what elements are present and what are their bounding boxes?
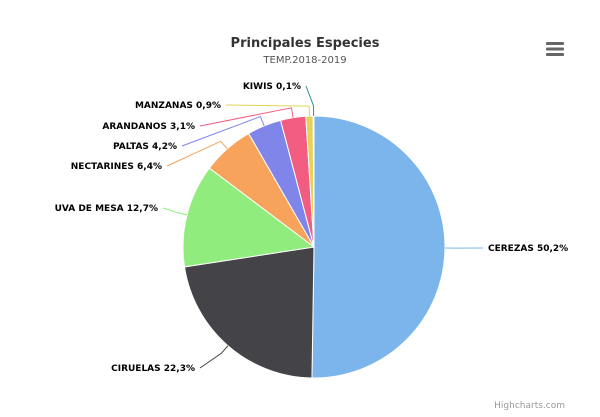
- chart-title: Principales Especies: [231, 36, 380, 51]
- data-label-cerezas: CEREZAS 50,2%: [488, 244, 568, 254]
- data-label-uva-de-mesa: UVA DE MESA 12,7%: [55, 204, 158, 214]
- connector-arandanos: [199, 107, 294, 127]
- chart-subtitle: TEMP.2018-2019: [262, 55, 346, 66]
- data-label-nectarines: NECTARINES 6,4%: [71, 162, 162, 172]
- pie-slice-uva-de-mesa[interactable]: [182, 167, 316, 268]
- pie-slice-kiwis[interactable]: [312, 115, 315, 248]
- data-label-kiwis: KIWIS 0,1%: [243, 82, 301, 92]
- data-label-ciruelas: CIRUELAS 22,3%: [111, 364, 195, 374]
- pie-slice-ciruelas[interactable]: [183, 246, 315, 379]
- connector-ciruelas: [199, 345, 229, 369]
- pie-slice-cerezas[interactable]: [311, 115, 446, 379]
- connector-uva-de-mesa: [162, 207, 188, 216]
- data-label-arandanos: ARANDANOS 3,1%: [102, 122, 195, 132]
- connector-manzanas: [225, 104, 310, 117]
- connector-nectarines: [166, 140, 228, 167]
- pie-labels: CEREZAS 50,2% CIRUELAS 22,3% UVA DE MESA 1…: [55, 82, 569, 374]
- data-label-manzanas: MANZANAS 0,9%: [135, 101, 221, 111]
- connector-kiwis: [305, 85, 315, 117]
- connector-paltas: [181, 115, 265, 147]
- pie-connectors: [162, 85, 484, 369]
- data-label-paltas: PALTAS 4,2%: [113, 142, 177, 152]
- hamburger-menu-icon[interactable]: [546, 42, 564, 56]
- credits-text[interactable]: Highcharts.com: [494, 401, 565, 411]
- pie-slices: [182, 115, 446, 379]
